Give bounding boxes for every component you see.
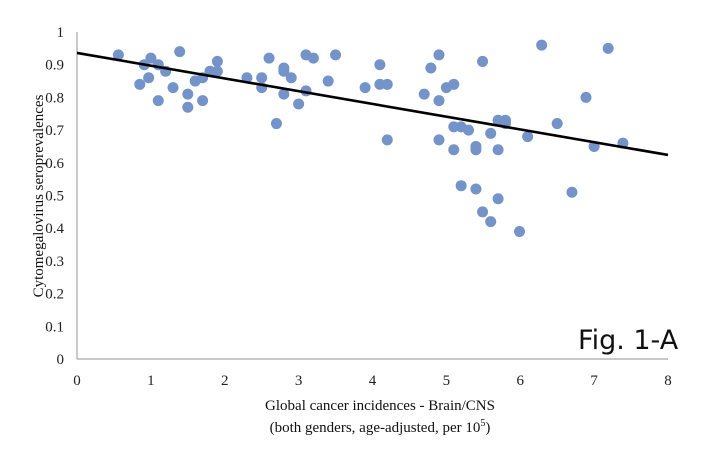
data-point <box>433 95 445 107</box>
data-point <box>167 82 179 94</box>
data-point <box>477 55 489 67</box>
x-tick-label: 4 <box>369 373 377 389</box>
data-point <box>470 144 482 156</box>
x-axis-title: Global cancer incidences - Brain/CNS (bo… <box>180 397 580 437</box>
data-point <box>182 88 194 100</box>
x-axis-title-exponent: 5 <box>480 418 486 429</box>
x-tick-label: 0 <box>73 373 81 389</box>
data-point <box>134 78 146 90</box>
y-tick-label: 0.9 <box>45 58 64 74</box>
x-tick-label: 2 <box>221 373 229 389</box>
x-axis-title-line2-prefix: (both genders, age-adjusted, per 10 <box>269 420 481 436</box>
data-point <box>322 75 334 87</box>
x-tick-label: 1 <box>147 373 155 389</box>
data-point <box>374 59 386 71</box>
y-tick-label: 0.8 <box>45 90 64 106</box>
data-point <box>514 225 526 237</box>
data-point <box>551 118 563 130</box>
data-point <box>602 42 614 54</box>
data-point <box>463 124 475 136</box>
data-point <box>477 206 489 218</box>
data-point <box>285 72 297 84</box>
data-point <box>270 118 282 130</box>
data-point <box>433 134 445 146</box>
data-point <box>492 193 504 205</box>
x-axis-title-line2: (both genders, age-adjusted, per 105) <box>180 415 580 437</box>
data-point <box>381 134 393 146</box>
x-tick-label: 7 <box>590 373 598 389</box>
y-tick-label: 1 <box>57 25 65 41</box>
data-point <box>211 65 223 77</box>
data-point <box>293 98 305 110</box>
data-points <box>112 39 629 237</box>
data-point <box>307 52 319 64</box>
y-tick-label: 0.3 <box>45 254 64 270</box>
trendline <box>76 51 669 157</box>
x-axis: 0 1 2 3 4 5 6 7 8 <box>73 358 672 389</box>
x-axis-title-line1: Global cancer incidences - Brain/CNS <box>265 398 495 414</box>
data-point <box>433 49 445 61</box>
y-tick-label: 0.5 <box>45 189 64 205</box>
data-point <box>492 144 504 156</box>
y-tick-label: 0.6 <box>45 156 64 172</box>
data-point <box>455 180 467 192</box>
data-point <box>485 216 497 228</box>
y-tick-label: 0.1 <box>45 319 64 335</box>
data-point <box>580 91 592 103</box>
y-axis-title: Cytomegalovirus seroprevalences <box>31 94 47 297</box>
data-point <box>197 95 209 107</box>
data-point <box>278 65 290 77</box>
data-point <box>470 183 482 195</box>
data-point <box>330 49 342 61</box>
data-point <box>278 88 290 100</box>
data-point <box>182 101 194 113</box>
data-point <box>263 52 275 64</box>
data-point <box>485 127 497 139</box>
data-point <box>522 131 534 143</box>
x-axis-title-line2-suffix: ) <box>485 420 491 436</box>
y-axis: 0 0.1 0.2 0.3 0.4 0.5 0.6 0.7 0.8 0.9 1 <box>45 25 78 368</box>
figure-label: Fig. 1-A <box>578 325 679 356</box>
data-point <box>359 82 371 94</box>
data-point <box>566 186 578 198</box>
data-point <box>448 78 460 90</box>
x-tick-label: 6 <box>517 373 525 389</box>
data-point <box>448 144 460 156</box>
y-tick-label: 0.7 <box>45 123 64 139</box>
data-point <box>174 46 186 58</box>
data-point <box>211 55 223 67</box>
y-tick-label: 0.2 <box>45 287 64 303</box>
data-point <box>418 88 430 100</box>
data-point <box>112 49 124 61</box>
data-point <box>381 78 393 90</box>
data-point <box>425 62 437 74</box>
data-point <box>143 72 155 84</box>
y-tick-label: 0.4 <box>45 221 64 237</box>
data-point <box>536 39 548 51</box>
x-tick-label: 8 <box>664 373 672 389</box>
x-tick-label: 3 <box>295 373 303 389</box>
data-point <box>152 95 164 107</box>
x-tick-label: 5 <box>443 373 451 389</box>
trendline-group <box>76 51 669 157</box>
y-tick-label: 0 <box>57 352 65 368</box>
data-point <box>256 72 268 84</box>
